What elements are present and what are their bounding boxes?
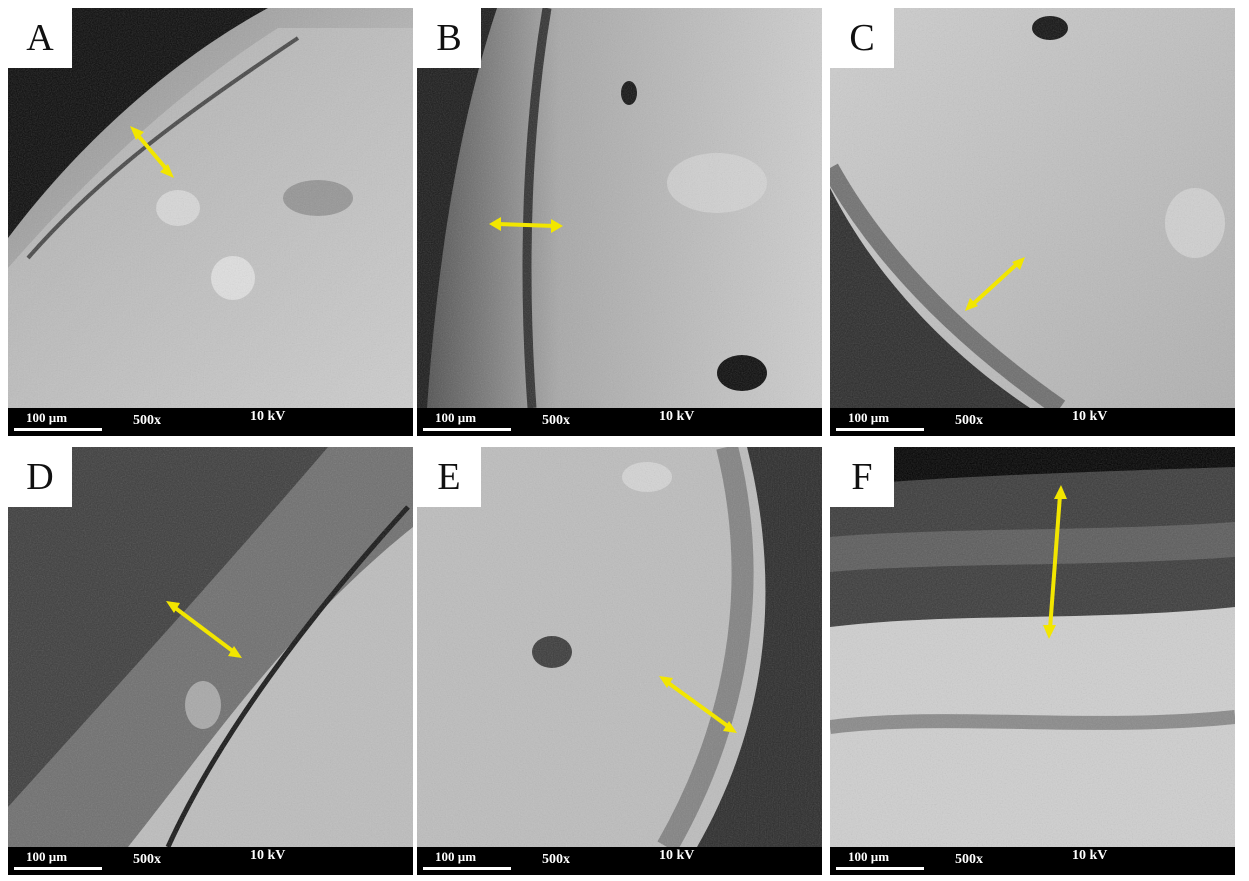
scale-bar xyxy=(423,867,511,870)
magnification: 500x xyxy=(133,852,161,867)
panel-letter: E xyxy=(417,447,481,507)
sem-databar: 100 µm 500x 10 kV xyxy=(8,408,413,436)
magnification: 500x xyxy=(955,413,983,428)
panel-letter: C xyxy=(830,8,894,68)
sem-databar: 100 µm 500x 10 kV xyxy=(417,408,822,436)
magnification: 500x xyxy=(542,852,570,867)
scale-bar-label: 100 µm xyxy=(435,410,477,425)
accelerating-voltage: 10 kV xyxy=(250,409,286,424)
accelerating-voltage: 10 kV xyxy=(1072,409,1108,424)
scale-bar xyxy=(14,867,102,870)
micrograph-f xyxy=(830,447,1235,847)
micrograph-c xyxy=(830,8,1235,408)
panel-letter: F xyxy=(830,447,894,507)
micrograph-d xyxy=(8,447,413,847)
panel-e: E 100 µm 500x 10 kV xyxy=(417,447,822,875)
accelerating-voltage: 10 kV xyxy=(1072,848,1108,863)
panel-b: B 100 µm 500x 10 kV xyxy=(417,8,822,436)
scale-bar-label: 100 µm xyxy=(848,849,890,864)
sem-databar: 100 µm 500x 10 kV xyxy=(8,847,413,875)
scale-bar-label: 100 µm xyxy=(26,410,68,425)
panel-a: A 100 µm 500x 10 kV xyxy=(8,8,413,436)
scale-bar-label: 100 µm xyxy=(435,849,477,864)
scale-bar xyxy=(836,867,924,870)
sem-databar: 100 µm 500x 10 kV xyxy=(830,847,1235,875)
micrograph-b xyxy=(417,8,822,408)
accelerating-voltage: 10 kV xyxy=(250,848,286,863)
panel-letter: D xyxy=(8,447,72,507)
panel-letter: A xyxy=(8,8,72,68)
scale-bar-label: 100 µm xyxy=(848,410,890,425)
scale-bar xyxy=(836,428,924,431)
sem-databar: 100 µm 500x 10 kV xyxy=(417,847,822,875)
magnification: 500x xyxy=(542,413,570,428)
panel-f: F 100 µm 500x 10 kV xyxy=(830,447,1235,875)
accelerating-voltage: 10 kV xyxy=(659,409,695,424)
scale-bar-label: 100 µm xyxy=(26,849,68,864)
panel-c: C 100 µm 500x 10 kV xyxy=(830,8,1235,436)
magnification: 500x xyxy=(955,852,983,867)
panel-d: D 100 µm 500x 10 kV xyxy=(8,447,413,875)
accelerating-voltage: 10 kV xyxy=(659,848,695,863)
micrograph-a xyxy=(8,8,413,408)
micrograph-e xyxy=(417,447,822,847)
magnification: 500x xyxy=(133,413,161,428)
sem-databar: 100 µm 500x 10 kV xyxy=(830,408,1235,436)
scale-bar xyxy=(14,428,102,431)
panel-letter: B xyxy=(417,8,481,68)
scale-bar xyxy=(423,428,511,431)
